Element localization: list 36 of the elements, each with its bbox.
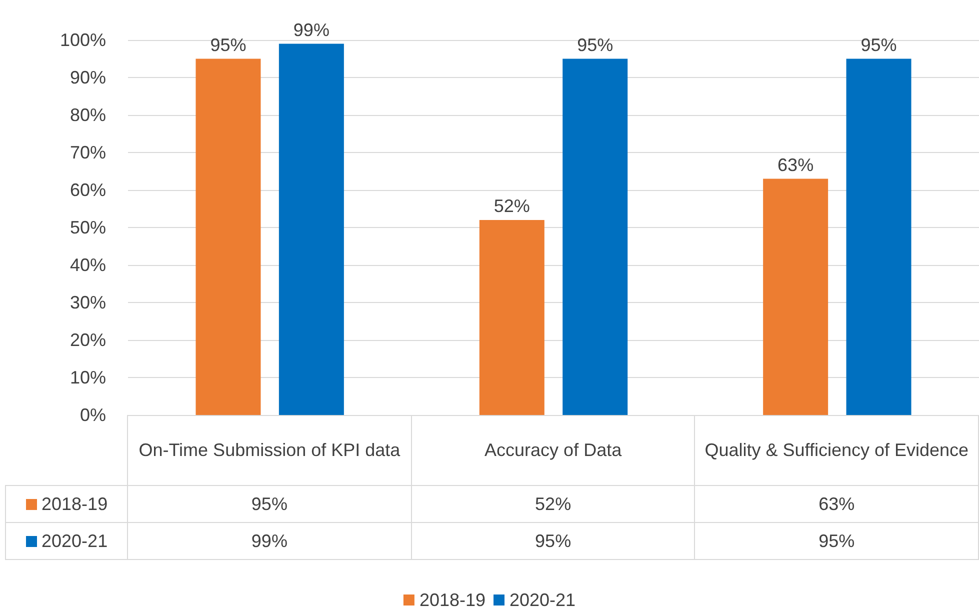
y-tick-label: 100% [60, 30, 106, 50]
y-tick-label: 30% [70, 292, 106, 312]
text: 95% [860, 34, 897, 55]
data-label: 52% [411, 486, 695, 522]
y-tick-label: 90% [70, 68, 106, 88]
bar [562, 58, 628, 415]
data-label: 95% [128, 486, 412, 522]
data-label: 95% [411, 522, 695, 560]
text: 95% [210, 34, 246, 55]
y-tick-label: 70% [70, 142, 106, 162]
text: 52% [494, 196, 530, 216]
y-tick-label: 50% [70, 218, 106, 238]
y-tick-label: 0% [80, 405, 106, 425]
data-label: 99% [128, 522, 412, 560]
x-tick-label: Quality & Sufficiency of Evidence [694, 416, 978, 486]
x-tick-label: On-Time Submission of KPI data [128, 416, 412, 486]
bar [763, 178, 828, 415]
legend-label: 2020-21 [510, 590, 576, 610]
y-tick-label: 40% [70, 255, 106, 275]
y-tick-label: 20% [70, 330, 106, 350]
text: 2018-19 [419, 590, 486, 610]
bar [479, 220, 544, 415]
legend-label: 2018-19 [6, 486, 128, 522]
text: 63% [778, 154, 814, 175]
text: 2020-21 [42, 530, 108, 550]
bar [278, 44, 344, 415]
data-label: 95% [694, 522, 978, 560]
y-tick-label: 60% [70, 180, 106, 200]
data-label: 63% [694, 486, 978, 522]
y-tick-label: 10% [70, 368, 106, 388]
bar [196, 58, 261, 415]
y-tick-label: 80% [70, 105, 106, 125]
bar [846, 58, 912, 415]
x-tick-label: Accuracy of Data [411, 416, 695, 486]
text: 95% [577, 34, 614, 55]
text: 99% [293, 20, 330, 40]
